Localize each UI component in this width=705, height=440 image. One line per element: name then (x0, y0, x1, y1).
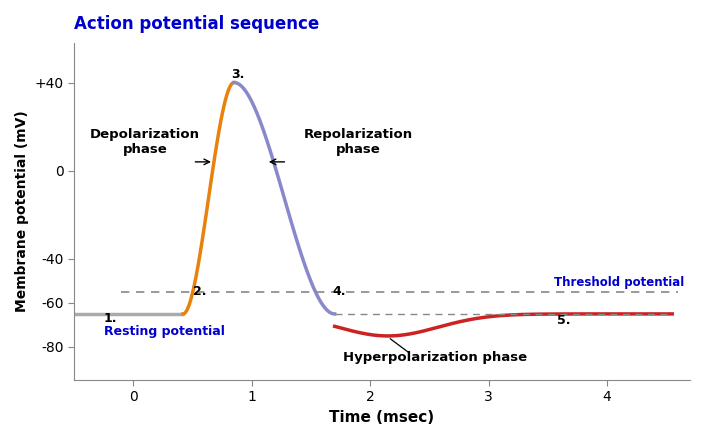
Text: Resting potential: Resting potential (104, 325, 225, 338)
Text: 1.: 1. (104, 312, 117, 325)
Text: 2.: 2. (192, 285, 206, 298)
Text: Depolarization
phase: Depolarization phase (90, 128, 200, 156)
Text: Hyperpolarization phase: Hyperpolarization phase (343, 352, 527, 364)
Text: 3.: 3. (232, 68, 245, 81)
Text: Repolarization
phase: Repolarization phase (304, 128, 413, 156)
Text: Action potential sequence: Action potential sequence (74, 15, 319, 33)
Text: 5.: 5. (558, 314, 571, 327)
X-axis label: Time (msec): Time (msec) (329, 410, 434, 425)
Y-axis label: Membrane potential (mV): Membrane potential (mV) (15, 110, 29, 312)
Text: Threshold potential: Threshold potential (554, 275, 684, 289)
Text: 4.: 4. (332, 285, 346, 298)
